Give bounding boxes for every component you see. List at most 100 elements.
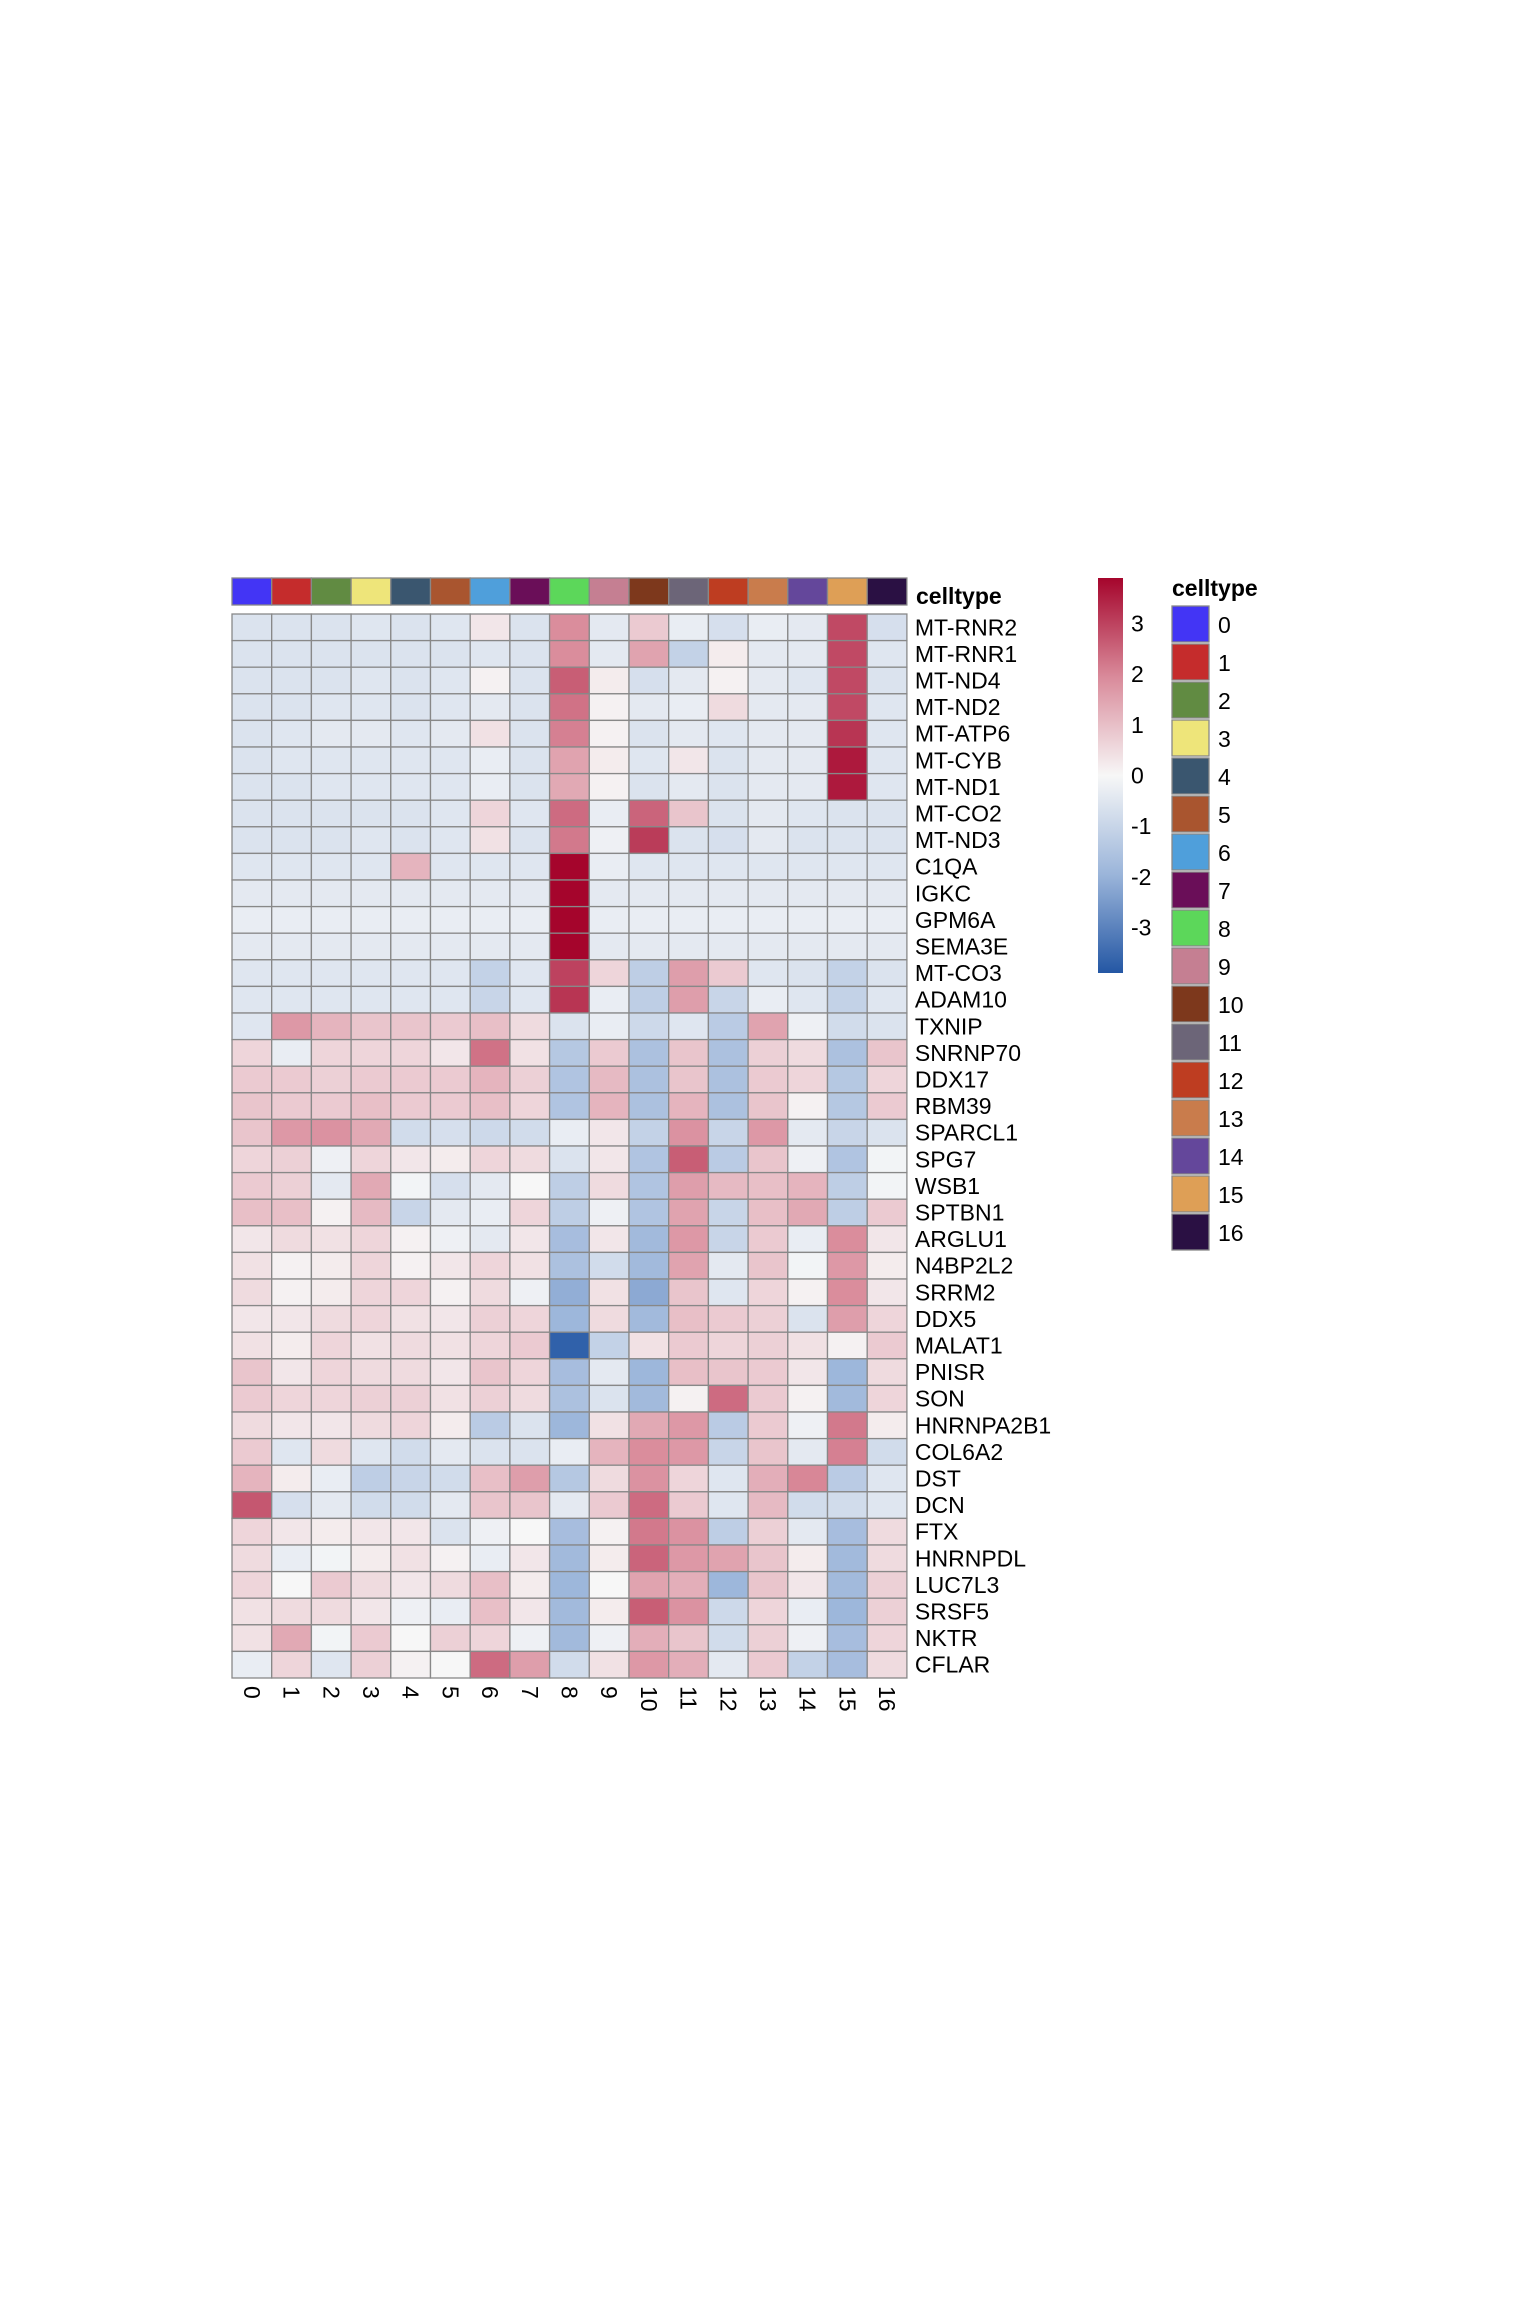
heatmap-cell-C1QA-10 bbox=[628, 852, 670, 881]
row-label: FTX bbox=[915, 1519, 958, 1545]
heatmap-cell-SEMA3E-12 bbox=[707, 932, 749, 961]
heatmap-cell-MALAT1-7 bbox=[509, 1331, 551, 1360]
heatmap-cell-ARGLU1-1 bbox=[271, 1225, 313, 1254]
column-label: 12 bbox=[715, 1686, 741, 1712]
heatmap-cell-FTX-9 bbox=[588, 1517, 630, 1546]
heatmap-cell-MT-RNR1-6 bbox=[469, 639, 511, 668]
heatmap-cell-IGKC-6 bbox=[469, 879, 511, 908]
heatmap-cell-MT-CO2-10 bbox=[628, 799, 670, 828]
heatmap-cell-SPARCL1-10 bbox=[628, 1118, 670, 1147]
column-label: 10 bbox=[636, 1686, 662, 1712]
heatmap-cell-MALAT1-5 bbox=[429, 1331, 471, 1360]
heatmap-cell-MT-ND4-4 bbox=[390, 666, 432, 695]
heatmap-cell-MT-CO2-12 bbox=[707, 799, 749, 828]
heatmap-cell-COL6A2-6 bbox=[469, 1437, 511, 1466]
heatmap-cell-MT-ND3-2 bbox=[310, 826, 352, 855]
heatmap-cell-PNISR-5 bbox=[429, 1358, 471, 1387]
heatmap-cell-NKTR-14 bbox=[787, 1624, 829, 1653]
heatmap-cell-SPG7-12 bbox=[707, 1145, 749, 1174]
heatmap-cell-LUC7L3-4 bbox=[390, 1570, 432, 1599]
heatmap-cell-FTX-5 bbox=[429, 1517, 471, 1546]
heatmap-cell-COL6A2-12 bbox=[707, 1437, 749, 1466]
heatmap-cell-C1QA-0 bbox=[231, 852, 273, 881]
heatmap-cell-GPM6A-11 bbox=[668, 905, 710, 934]
heatmap-cell-MT-ND1-14 bbox=[787, 772, 829, 801]
heatmap-cell-FTX-2 bbox=[310, 1517, 352, 1546]
heatmap-cell-MT-RNR1-11 bbox=[668, 639, 710, 668]
annotation-cell-1 bbox=[271, 577, 313, 606]
heatmap-cell-GPM6A-8 bbox=[548, 905, 590, 934]
row-label: TXNIP bbox=[915, 1013, 983, 1039]
heatmap-cell-IGKC-12 bbox=[707, 879, 749, 908]
annotation-cell-4 bbox=[390, 577, 432, 606]
color-scale-tick-label: 1 bbox=[1131, 712, 1144, 738]
heatmap-cell-HNRNPA2B1-3 bbox=[350, 1411, 392, 1440]
heatmap-cell-MALAT1-0 bbox=[231, 1331, 273, 1360]
heatmap-cell-IGKC-4 bbox=[390, 879, 432, 908]
heatmap-cell-MT-ND2-14 bbox=[787, 693, 829, 722]
row-label: MT-ND3 bbox=[915, 827, 1001, 853]
heatmap-cell-SNRNP70-14 bbox=[787, 1038, 829, 1067]
heatmap-cell-WSB1-9 bbox=[588, 1171, 630, 1200]
heatmap-cell-DDX17-15 bbox=[826, 1065, 868, 1094]
heatmap-cell-GPM6A-13 bbox=[747, 905, 789, 934]
heatmap-cell-SPARCL1-16 bbox=[866, 1118, 908, 1147]
heatmap-cell-WSB1-15 bbox=[826, 1171, 868, 1200]
heatmap-cell-MT-ND3-3 bbox=[350, 826, 392, 855]
heatmap-cell-SPG7-16 bbox=[866, 1145, 908, 1174]
heatmap-cell-MT-CYB-15 bbox=[826, 746, 868, 775]
heatmap-cell-MT-ND4-15 bbox=[826, 666, 868, 695]
heatmap-cell-MT-ATP6-13 bbox=[747, 719, 789, 748]
color-scale-tick-label: -1 bbox=[1131, 813, 1151, 839]
heatmap-cell-DCN-13 bbox=[747, 1491, 789, 1520]
row-label: SPG7 bbox=[915, 1146, 976, 1172]
heatmap-cell-DDX17-14 bbox=[787, 1065, 829, 1094]
row-label: MT-RNR1 bbox=[915, 641, 1017, 667]
heatmap-cell-GPM6A-3 bbox=[350, 905, 392, 934]
row-label: DDX17 bbox=[915, 1067, 989, 1093]
heatmap-cell-SRRM2-0 bbox=[231, 1278, 273, 1307]
heatmap-cell-DDX5-0 bbox=[231, 1304, 273, 1333]
heatmap-cell-MT-ND3-6 bbox=[469, 826, 511, 855]
heatmap-cell-N4BP2L2-9 bbox=[588, 1251, 630, 1280]
heatmap-cell-MT-CYB-8 bbox=[548, 746, 590, 775]
color-scale-ticks: 3 2 1 0 -1 -2 -3 bbox=[1131, 611, 1151, 941]
heatmap-cell-N4BP2L2-0 bbox=[231, 1251, 273, 1280]
heatmap-cell-C1QA-2 bbox=[310, 852, 352, 881]
heatmap-cell-ARGLU1-16 bbox=[866, 1225, 908, 1254]
heatmap-cell-MT-ND3-10 bbox=[628, 826, 670, 855]
heatmap-cell-SRSF5-5 bbox=[429, 1597, 471, 1626]
column-label: 15 bbox=[834, 1686, 860, 1712]
heatmap-cell-SPG7-14 bbox=[787, 1145, 829, 1174]
heatmap-cell-LUC7L3-1 bbox=[271, 1570, 313, 1599]
heatmap-cell-MT-CYB-16 bbox=[866, 746, 908, 775]
heatmap-cell-FTX-16 bbox=[866, 1517, 908, 1546]
heatmap-cell-IGKC-8 bbox=[548, 879, 590, 908]
heatmap-cell-DST-7 bbox=[509, 1464, 551, 1493]
heatmap-cell-SPARCL1-1 bbox=[271, 1118, 313, 1147]
heatmap-cell-MT-ND1-1 bbox=[271, 772, 313, 801]
heatmap-cell-SPTBN1-9 bbox=[588, 1198, 630, 1227]
heatmap-cell-MT-RNR2-9 bbox=[588, 613, 630, 642]
heatmap-cell-DDX17-9 bbox=[588, 1065, 630, 1094]
heatmap-cell-MT-RNR1-0 bbox=[231, 639, 273, 668]
heatmap-cell-MT-CO2-8 bbox=[548, 799, 590, 828]
heatmap-cell-IGKC-9 bbox=[588, 879, 630, 908]
heatmap-cell-SNRNP70-5 bbox=[429, 1038, 471, 1067]
heatmap-cell-PNISR-14 bbox=[787, 1358, 829, 1387]
heatmap-cell-NKTR-5 bbox=[429, 1624, 471, 1653]
heatmap-cell-SRSF5-0 bbox=[231, 1597, 273, 1626]
row-label: RBM39 bbox=[915, 1093, 992, 1119]
heatmap-cell-PNISR-15 bbox=[826, 1358, 868, 1387]
heatmap-cell-MT-RNR1-7 bbox=[509, 639, 551, 668]
heatmap-cell-SPARCL1-7 bbox=[509, 1118, 551, 1147]
heatmap-cell-NKTR-8 bbox=[548, 1624, 590, 1653]
heatmap-cell-MALAT1-8 bbox=[548, 1331, 590, 1360]
heatmap-cell-SON-12 bbox=[707, 1384, 749, 1413]
heatmap-cell-SRRM2-4 bbox=[390, 1278, 432, 1307]
legend-label: 16 bbox=[1218, 1220, 1244, 1246]
heatmap-cell-RBM39-2 bbox=[310, 1092, 352, 1121]
heatmap-cell-MT-CO2-7 bbox=[509, 799, 551, 828]
heatmap-cell-MT-ND2-9 bbox=[588, 693, 630, 722]
row-label: SPTBN1 bbox=[915, 1200, 1004, 1226]
